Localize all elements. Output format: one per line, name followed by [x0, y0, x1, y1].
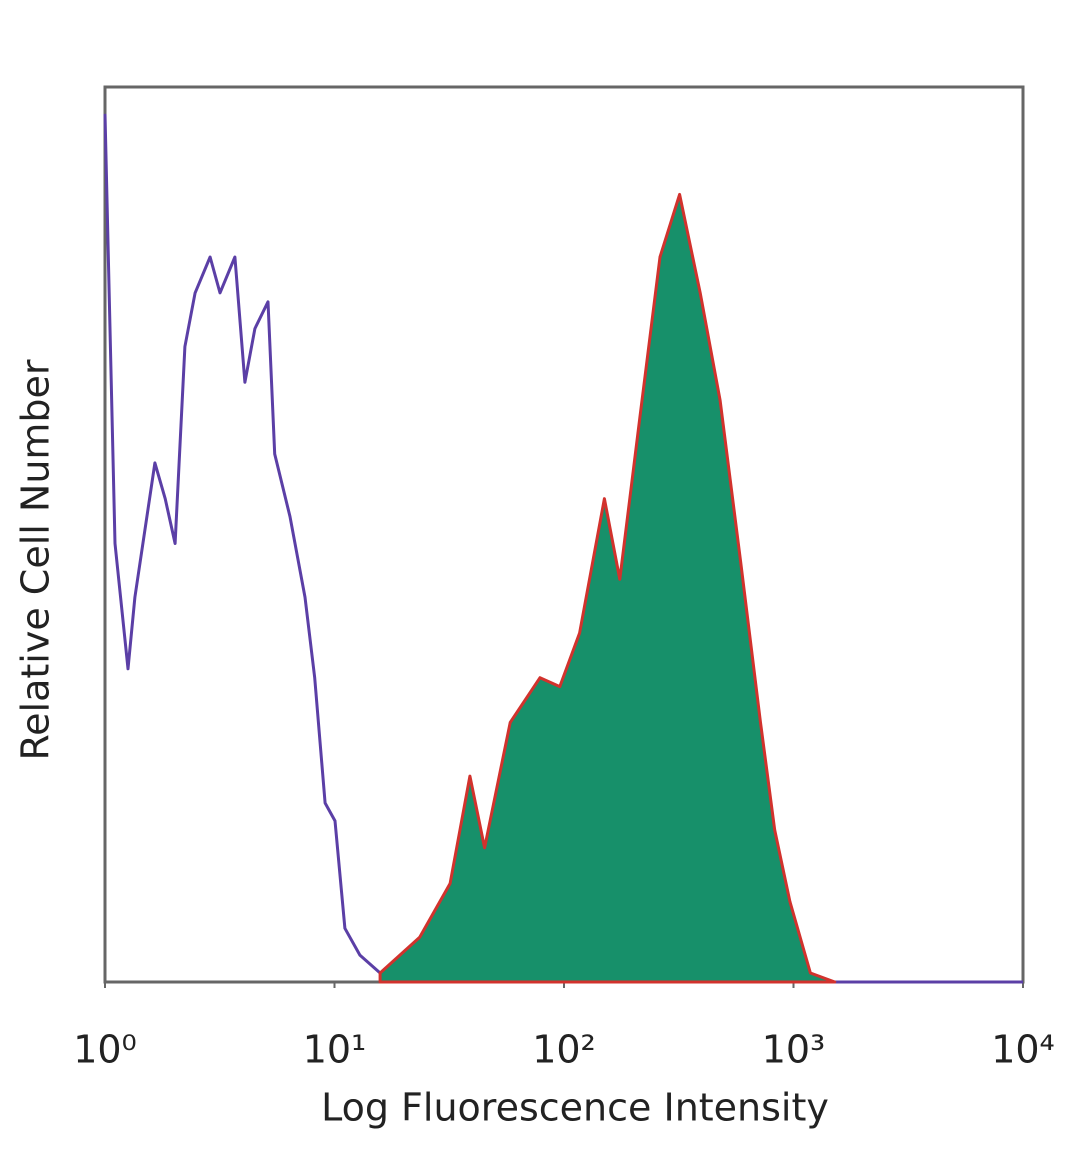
y-axis-label: Relative Cell Number: [14, 359, 58, 760]
x-tick-label: 10⁰: [73, 1028, 137, 1072]
histogram-area: [378, 192, 837, 984]
x-tick-label: 10²: [532, 1028, 596, 1072]
x-tick-label: 10¹: [303, 1028, 367, 1072]
x-tick-label: 10³: [762, 1028, 826, 1072]
x-tick-label: 10⁴: [991, 1028, 1055, 1072]
x-axis-label: Log Fluorescence Intensity: [321, 1086, 829, 1130]
histogram-line: [103, 113, 1023, 984]
